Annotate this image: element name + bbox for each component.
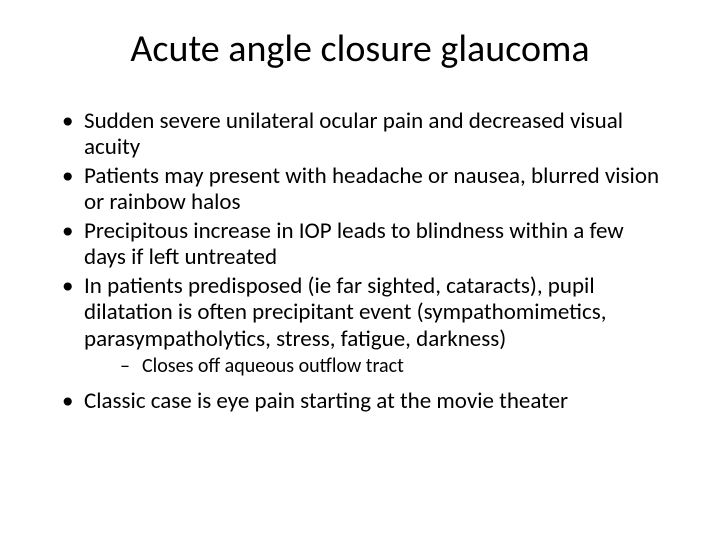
- bullet-item: In patients predisposed (ie far sighted,…: [54, 273, 666, 378]
- sub-bullet-item: Closes off aqueous outflow tract: [84, 354, 666, 378]
- bullet-item: Sudden severe unilateral ocular pain and…: [54, 108, 666, 161]
- slide-title: Acute angle closure glaucoma: [50, 26, 670, 72]
- bullet-item: Classic case is eye pain starting at the…: [54, 388, 666, 414]
- bullet-text: In patients predisposed (ie far sighted,…: [84, 272, 606, 353]
- bullet-item: Patients may present with headache or na…: [54, 163, 666, 216]
- bullet-list: Sudden severe unilateral ocular pain and…: [54, 108, 666, 414]
- bullet-item: Precipitous increase in IOP leads to bli…: [54, 218, 666, 271]
- slide: Acute angle closure glaucoma Sudden seve…: [0, 0, 720, 540]
- slide-body: Sudden severe unilateral ocular pain and…: [50, 108, 670, 414]
- sub-bullet-list: Closes off aqueous outflow tract: [84, 354, 666, 378]
